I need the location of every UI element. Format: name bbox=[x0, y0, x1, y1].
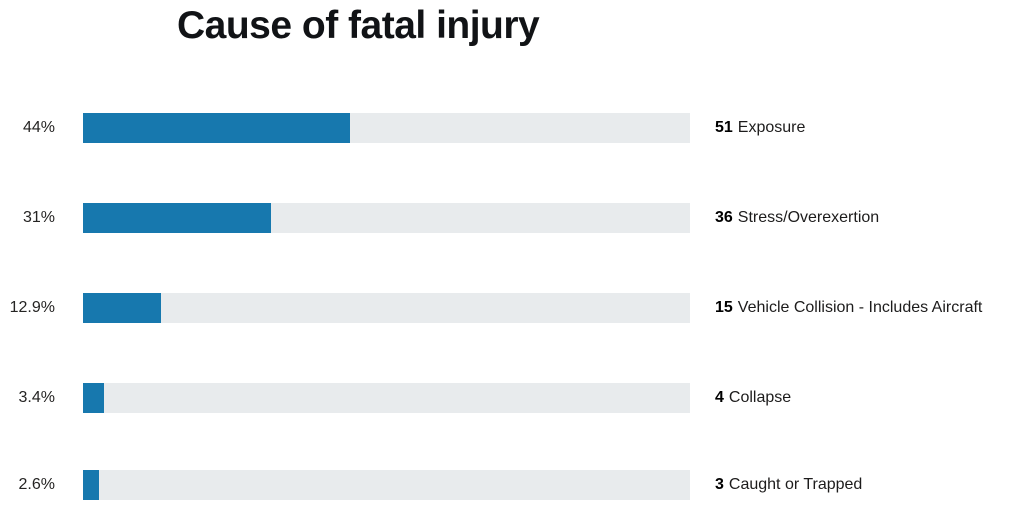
bar-fill[interactable] bbox=[83, 470, 99, 500]
value-label: 15 Vehicle Collision - Includes Aircraft bbox=[715, 299, 982, 317]
category-label: Stress/Overexertion bbox=[737, 209, 880, 226]
value-label: 4 Collapse bbox=[715, 389, 791, 407]
bar-track bbox=[83, 383, 690, 413]
bar-row: 3.4% 4 Collapse bbox=[0, 383, 1024, 413]
bar-fill[interactable] bbox=[83, 383, 104, 413]
value-count: 3 bbox=[715, 476, 724, 493]
value-label: 51 Exposure bbox=[715, 119, 805, 137]
value-label: 36 Stress/Overexertion bbox=[715, 209, 879, 227]
bar-row: 31% 36 Stress/Overexertion bbox=[0, 203, 1024, 233]
value-count: 36 bbox=[715, 209, 733, 226]
percent-label: 2.6% bbox=[18, 476, 55, 493]
bar-track bbox=[83, 113, 690, 143]
category-label: Vehicle Collision - Includes Aircraft bbox=[737, 299, 983, 316]
bar-row: 2.6% 3 Caught or Trapped bbox=[0, 470, 1024, 500]
chart-title: Cause of fatal injury bbox=[177, 4, 540, 47]
value-count: 15 bbox=[715, 299, 733, 316]
value-label: 3 Caught or Trapped bbox=[715, 476, 862, 494]
bar-track bbox=[83, 470, 690, 500]
category-label: Collapse bbox=[728, 389, 792, 406]
bar-track bbox=[83, 293, 690, 323]
percent-label: 31% bbox=[22, 209, 55, 226]
value-count: 51 bbox=[715, 119, 733, 136]
bar-track bbox=[83, 203, 690, 233]
bar-fill[interactable] bbox=[83, 203, 272, 233]
percent-label: 3.4% bbox=[18, 389, 55, 406]
category-label: Exposure bbox=[737, 119, 806, 136]
bar-fill[interactable] bbox=[83, 293, 162, 323]
percent-label: 44% bbox=[22, 119, 55, 136]
bar-row: 12.9% 15 Vehicle Collision - Includes Air… bbox=[0, 293, 1024, 323]
bar-fill[interactable] bbox=[83, 113, 351, 143]
value-count: 4 bbox=[715, 389, 724, 406]
bar-row: 44% 51 Exposure bbox=[0, 113, 1024, 143]
category-label: Caught or Trapped bbox=[728, 476, 863, 493]
percent-label: 12.9% bbox=[9, 299, 55, 316]
